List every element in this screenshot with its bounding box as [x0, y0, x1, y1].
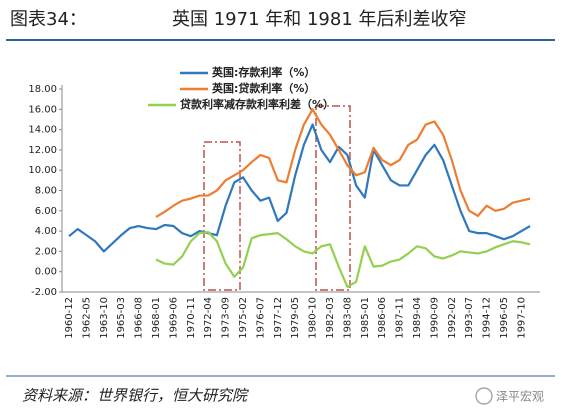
legend-label: 贷款利率减存款利率利差（%） — [180, 97, 334, 111]
x-tick-label: 1960-12 — [64, 297, 75, 339]
y-tick-label: -2.00 — [31, 287, 57, 298]
figure-label: 图表34： — [10, 9, 87, 30]
x-tick-label: 1973-09 — [221, 297, 232, 339]
source-note: 资料来源：世界银行，恒大研究院 — [22, 387, 249, 405]
series-line — [155, 108, 531, 218]
series-line — [155, 231, 531, 289]
x-tick-label: 1969-06 — [168, 297, 179, 339]
y-tick-label: 0.00 — [35, 267, 57, 278]
x-tick-label: 1994-12 — [482, 297, 493, 339]
y-tick-label: 14.00 — [28, 125, 57, 136]
y-tick-label: 18.00 — [28, 84, 57, 95]
x-tick-label: 1963-10 — [99, 297, 110, 339]
x-tick-label: 1993-07 — [464, 297, 475, 339]
series-line — [68, 123, 531, 253]
x-tick-label: 1977-12 — [273, 297, 284, 339]
x-tick-label: 1997-10 — [516, 297, 527, 339]
x-tick-label: 1983-08 — [342, 297, 353, 339]
y-tick-label: 4.00 — [35, 226, 57, 237]
legend-label: 英国:贷款利率（%） — [211, 81, 315, 95]
x-tick-label: 1968-01 — [151, 297, 162, 339]
highlight-box — [315, 105, 351, 291]
y-tick-label: 16.00 — [28, 104, 57, 115]
x-tick-label: 1982-03 — [325, 297, 336, 339]
watermark: 泽平宏观 — [496, 389, 544, 404]
x-tick-label: 1986-06 — [377, 297, 388, 339]
x-tick-label: 1966-08 — [134, 297, 145, 339]
x-tick-label: 1975-02 — [238, 297, 249, 339]
x-tick-label: 1976-07 — [255, 297, 266, 339]
legend-label: 英国:存款利率（%） — [211, 65, 315, 79]
chart-title: 英国 1971 年和 1981 年后利差收窄 — [172, 9, 467, 30]
y-tick-label: 2.00 — [35, 246, 57, 257]
x-tick-label: 1979-05 — [290, 297, 301, 339]
y-tick-label: 6.00 — [35, 206, 57, 217]
watermark-icon — [475, 387, 493, 405]
x-tick-label: 1989-04 — [412, 297, 423, 339]
y-tick-label: 10.00 — [28, 165, 57, 176]
x-tick-label: 1985-01 — [360, 297, 371, 339]
x-tick-label: 1970-11 — [186, 297, 197, 339]
y-tick-label: 12.00 — [28, 145, 57, 156]
x-tick-label: 1965-03 — [116, 297, 127, 339]
x-tick-label: 1992-02 — [447, 297, 458, 339]
x-tick-label: 1990-09 — [429, 297, 440, 339]
y-tick-label: 8.00 — [35, 186, 57, 197]
x-tick-label: 1962-05 — [81, 297, 92, 339]
x-tick-label: 1980-10 — [308, 297, 319, 339]
x-tick-label: 1996-05 — [499, 297, 510, 339]
x-tick-label: 1972-04 — [203, 297, 214, 339]
highlight-box — [203, 141, 241, 291]
x-tick-label: 1987-11 — [395, 297, 406, 339]
